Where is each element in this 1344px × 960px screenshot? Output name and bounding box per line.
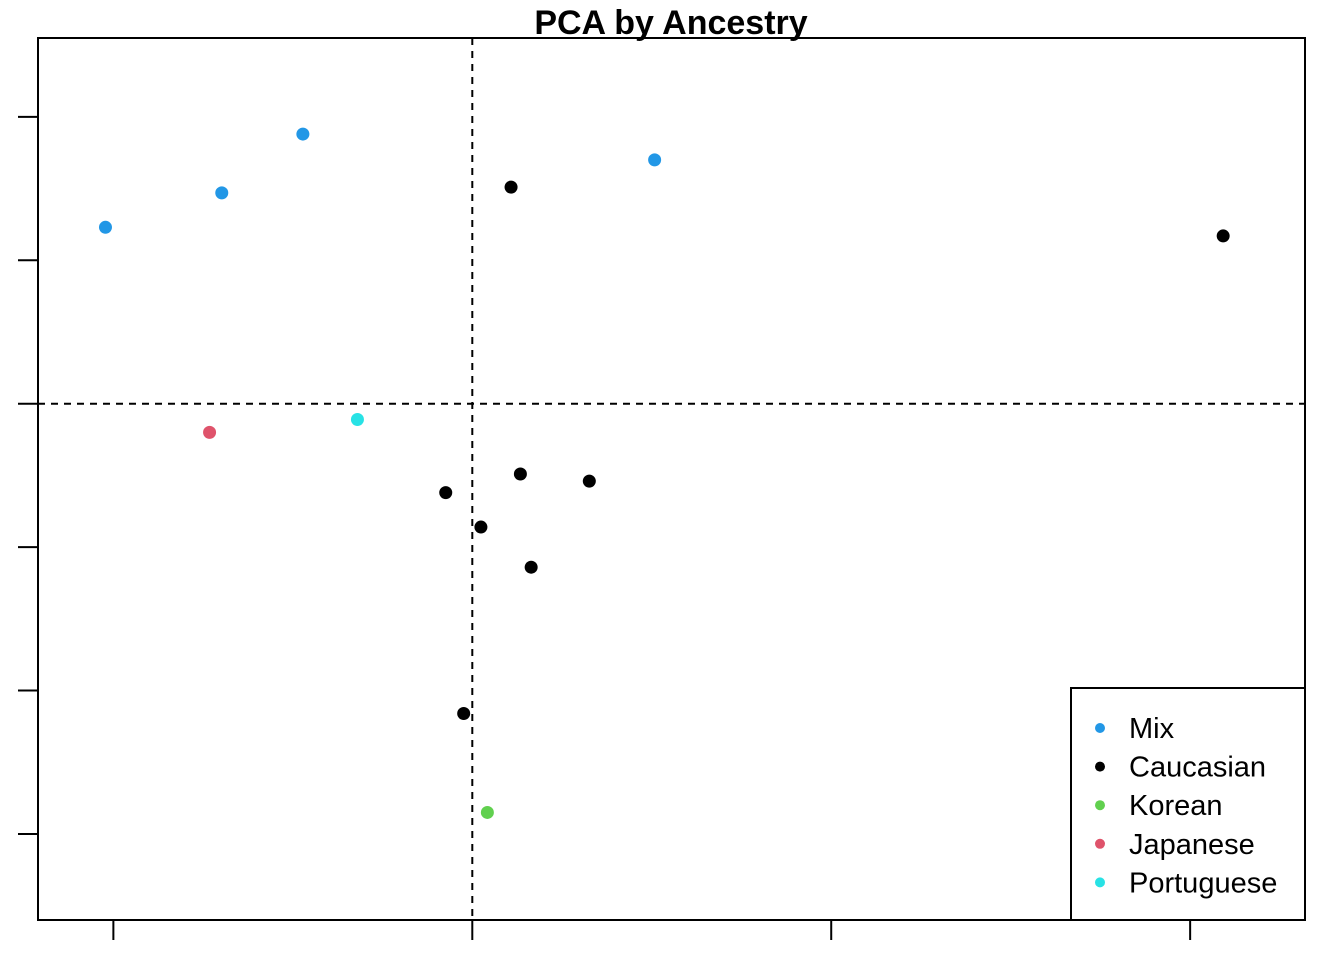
axis-ticks: [18, 115, 1192, 940]
legend-label-korean: Korean: [1129, 790, 1223, 822]
reference-lines: [38, 38, 1305, 920]
point-portuguese: [350, 412, 364, 426]
legend-label-portuguese: Portuguese: [1129, 867, 1277, 899]
legend-marker-japanese: [1095, 838, 1105, 849]
legend-marker-korean: [1095, 800, 1105, 811]
point-mix: [296, 127, 310, 141]
data-points: [98, 127, 1230, 819]
legend-marker-mix: [1095, 723, 1105, 733]
point-caucasian: [439, 486, 453, 500]
point-korean: [480, 805, 494, 819]
point-mix: [648, 153, 662, 167]
point-caucasian: [504, 180, 518, 194]
legend-marker-portuguese: [1095, 877, 1105, 888]
chart-title: PCA by Ancestry: [534, 4, 807, 42]
legend-label-caucasian: Caucasian: [1129, 752, 1266, 784]
legend-box: [1070, 687, 1306, 921]
plot-frame: [37, 37, 1306, 921]
legend-label-mix: Mix: [1129, 713, 1175, 745]
point-caucasian: [1216, 229, 1230, 243]
legend-marker-caucasian: [1095, 761, 1105, 772]
point-caucasian: [582, 474, 596, 488]
point-caucasian: [513, 467, 527, 481]
point-caucasian: [524, 560, 538, 574]
point-caucasian: [474, 520, 488, 534]
point-mix: [215, 186, 229, 200]
point-mix: [98, 220, 112, 234]
legend: Mix Caucasian Korean Japanese Portuguese: [1070, 687, 1306, 921]
point-japanese: [203, 425, 217, 439]
point-caucasian: [457, 706, 471, 720]
legend-label-japanese: Japanese: [1129, 829, 1255, 861]
